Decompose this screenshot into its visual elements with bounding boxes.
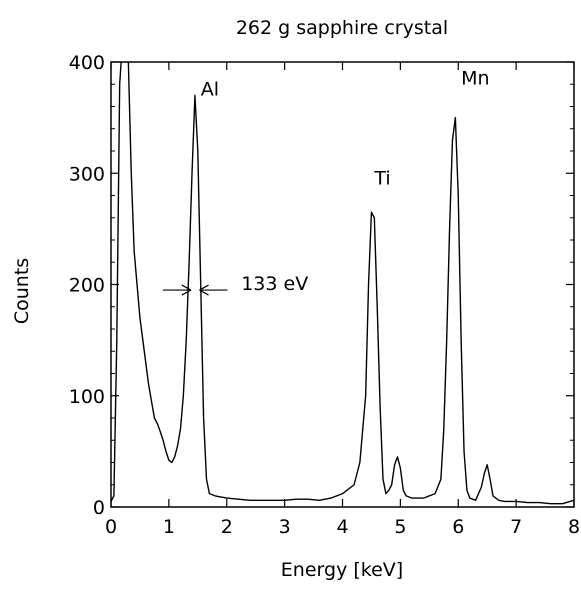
peak-label: Al (201, 78, 219, 100)
y-tick-label: 0 (93, 497, 105, 519)
x-tick-label: 1 (163, 516, 175, 538)
y-tick-label: 300 (69, 163, 105, 185)
x-tick-label: 3 (279, 516, 291, 538)
peak-label: 133 eV (241, 273, 308, 295)
x-tick-label: 6 (452, 516, 464, 538)
plot-frame (110, 61, 575, 508)
y-tick-label: 200 (69, 275, 105, 297)
x-tick-label: 4 (336, 516, 348, 538)
peak-label: Ti (373, 167, 390, 189)
y-tick-label: 400 (69, 52, 105, 74)
spectrum-line (111, 62, 574, 505)
x-tick-label: 0 (105, 516, 117, 538)
axis-ticks: 0 1 2 3 4 5 6 7 8 0 100 200 300 400 (69, 52, 580, 538)
series-group (111, 62, 574, 505)
chart-title: 262 g sapphire crystal (236, 17, 448, 39)
annotations-group: Al Ti Mn 133 eV (162, 67, 490, 296)
y-tick-label: 100 (69, 386, 105, 408)
x-tick-label: 2 (221, 516, 233, 538)
x-tick-label: 8 (568, 516, 580, 538)
fwhm-arrowhead-left (181, 284, 192, 296)
fwhm-arrowhead-right (199, 284, 209, 296)
x-tick-label: 7 (510, 516, 522, 538)
x-axis-label: Energy [keV] (281, 559, 403, 581)
y-axis-label: Counts (11, 258, 33, 324)
peak-label: Mn (461, 67, 489, 89)
x-tick-label: 5 (394, 516, 406, 538)
